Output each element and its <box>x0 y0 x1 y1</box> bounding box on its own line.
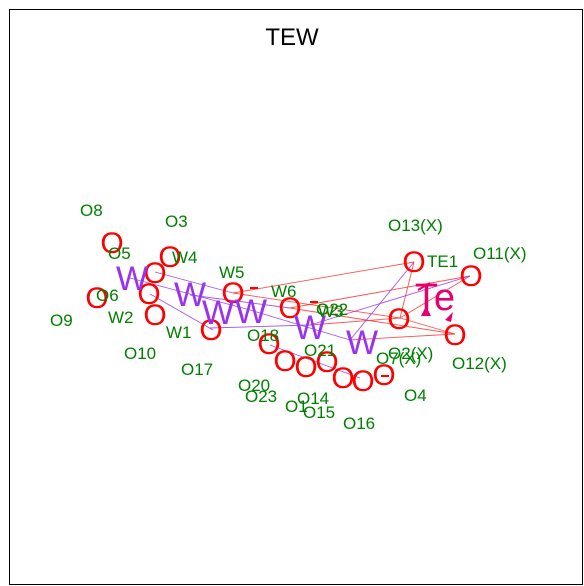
atom-label: O2(X) <box>388 344 433 363</box>
oxygen-atom: O <box>459 260 482 293</box>
atom-label: O7(X) <box>376 349 421 368</box>
bond-line <box>232 292 401 319</box>
tungsten-atom: W <box>202 294 234 332</box>
atom-label: W4 <box>172 248 198 267</box>
bond-line <box>129 277 251 311</box>
bond-line <box>349 261 415 341</box>
atom-label: W1 <box>166 323 192 342</box>
atom-label: O4 <box>404 386 427 405</box>
tungsten-atom: W <box>346 324 378 362</box>
oxygen-atom: O <box>331 362 354 395</box>
atom-label: O13(X) <box>388 216 443 235</box>
atom-label: O20 <box>238 376 270 395</box>
bond-line <box>309 275 471 326</box>
bond-layer <box>129 261 471 379</box>
tellurium-marker <box>421 306 431 316</box>
oxygen-atom: O <box>273 345 296 378</box>
oxygen-atom: O <box>100 227 123 260</box>
oxygen-atom: O <box>137 278 160 311</box>
plot-title: TEW <box>265 24 319 51</box>
tungsten-atom: W <box>294 309 326 347</box>
bond-line <box>309 317 401 326</box>
atom-label: O16 <box>343 414 375 433</box>
atom-label: O15 <box>303 403 335 422</box>
bond-line <box>289 275 471 309</box>
bond-line <box>232 261 415 294</box>
atom-label: O8 <box>80 201 103 220</box>
oxygen-atom: O <box>85 282 108 315</box>
atom-label: O12(X) <box>452 354 507 373</box>
oxygen-atom: O <box>402 246 425 279</box>
atom-label: O22 <box>316 300 348 319</box>
atom-label: O17 <box>181 360 213 379</box>
atom-label: O23 <box>245 387 277 406</box>
bond-line <box>154 271 234 294</box>
tungsten-atom: W <box>235 293 267 331</box>
bond-line <box>209 324 311 329</box>
atom-label: O21 <box>304 341 336 360</box>
plot-frame <box>9 9 583 585</box>
oxygen-atom: O <box>351 365 374 398</box>
bond-line <box>189 294 291 309</box>
oxygen-atom: O <box>143 257 166 290</box>
oxygen-atom: O <box>278 292 301 325</box>
tellurium-marker <box>417 282 431 291</box>
bond-line <box>269 344 361 379</box>
atom-label: W5 <box>219 263 245 282</box>
atom-label: O10 <box>124 344 156 363</box>
oxygen-atom: O <box>199 314 222 347</box>
bond-line <box>349 333 456 341</box>
atom-label: W6 <box>271 282 297 301</box>
oxygen-atom: O <box>387 303 410 336</box>
oxygen-atom: O <box>221 277 244 310</box>
oxygen-atom: O <box>143 299 166 332</box>
oxygen-atom: O <box>294 351 317 384</box>
atom-label: W3 <box>318 302 344 321</box>
atom-label: O5 <box>108 244 131 263</box>
bond-line <box>399 275 471 319</box>
atom-label: O1 <box>285 397 308 416</box>
tungsten-atom: W <box>174 276 206 314</box>
oxygen-atom: O <box>315 346 338 379</box>
atom-label: O9 <box>50 311 73 330</box>
atom-label: O6 <box>96 286 119 305</box>
bond-line <box>399 261 415 319</box>
tungsten-atom: W <box>116 260 148 298</box>
tellurium-marker <box>445 312 453 322</box>
atom-label: O18 <box>247 326 279 345</box>
bond-line <box>289 307 456 335</box>
bond-line <box>399 317 456 335</box>
tellurium-atom: Te <box>415 277 455 319</box>
oxygen-atom: O <box>443 319 466 352</box>
atom-label: TE1 <box>427 252 458 271</box>
atom-label: O14 <box>297 389 329 408</box>
bond-line <box>149 293 214 331</box>
oxygen-atom: O <box>158 241 181 274</box>
oxygen-atom: O <box>257 328 280 361</box>
atom-label: O3 <box>165 212 188 231</box>
atom-label: O11(X) <box>473 244 527 263</box>
atom-label: W2 <box>108 308 134 327</box>
